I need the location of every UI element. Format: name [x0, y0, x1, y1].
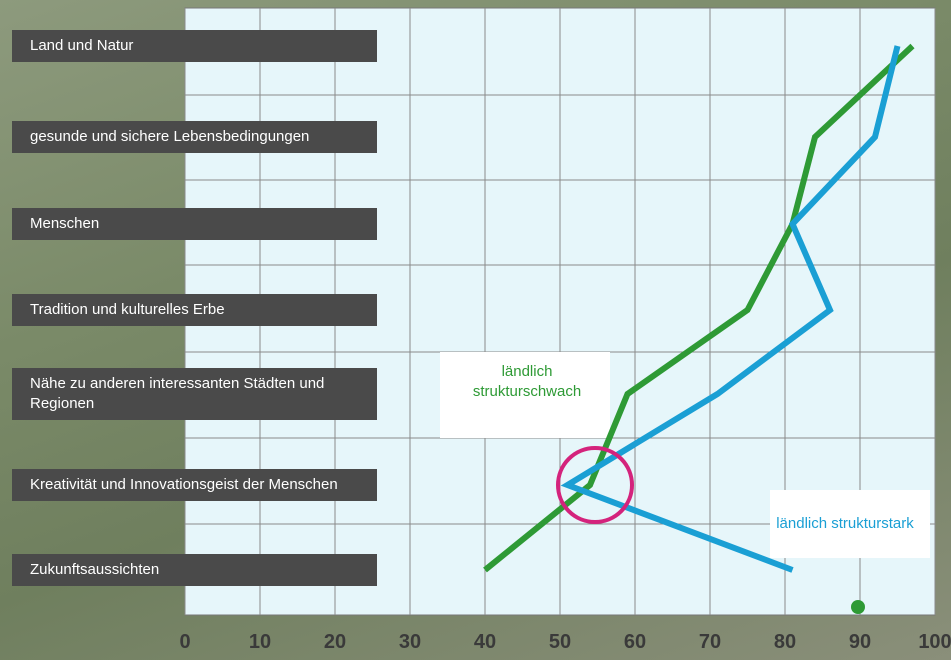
x-tick-label: 100 [918, 631, 951, 653]
label-backdrop [440, 352, 610, 438]
x-tick-label: 0 [179, 631, 190, 653]
category-label: Land und Natur [12, 30, 377, 62]
series-line [560, 45, 901, 573]
label-backdrop [770, 490, 930, 558]
x-tick-label: 60 [624, 631, 646, 653]
series-label: ländlich strukturstark [776, 515, 914, 532]
category-label: gesunde und sichere Lebensbedingungen [12, 121, 377, 153]
x-tick-label: 10 [249, 631, 271, 653]
x-tick-label: 20 [324, 631, 346, 653]
category-label: Zukunftsaussichten [12, 554, 377, 586]
x-tick-label: 50 [549, 631, 571, 653]
x-tick-label: 80 [774, 631, 796, 653]
x-tick-label: 40 [474, 631, 496, 653]
x-tick-label: 70 [699, 631, 721, 653]
category-label: Kreativität und Innovationsgeist der Men… [12, 469, 377, 501]
series-label: ländlich strukturschwach [472, 363, 582, 400]
category-label: Menschen [12, 208, 377, 240]
x-tick-label: 90 [849, 631, 871, 653]
x-tick-label: 30 [399, 631, 421, 653]
series-line [483, 43, 915, 573]
category-label: Tradition und kulturelles Erbe [12, 294, 377, 326]
category-label: Nähe zu anderen interessanten Städten un… [12, 368, 377, 420]
dot [851, 600, 865, 614]
highlight-circle [556, 446, 634, 524]
